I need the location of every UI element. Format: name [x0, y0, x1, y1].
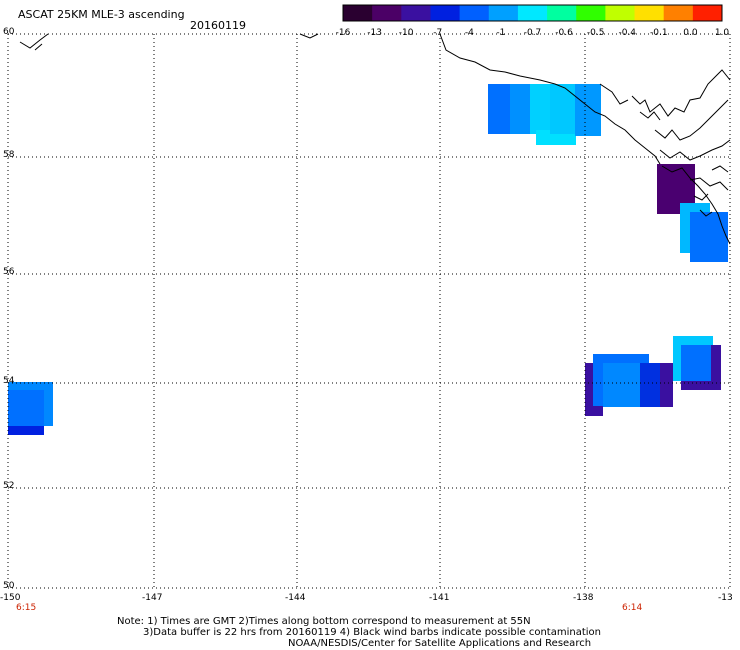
colorbar-label: -10	[398, 28, 414, 38]
colorbar-label: -4	[464, 28, 474, 38]
lat-label-56: 56	[3, 267, 15, 277]
colorbar-swatch	[547, 5, 577, 21]
colorbar-label: 0.0	[683, 28, 698, 38]
swath-southeast-alaska	[657, 164, 728, 262]
time-right: 6:14	[622, 603, 643, 613]
map-title: ASCAT 25KM MLE-3 ascending	[18, 8, 185, 21]
colorbar	[342, 4, 723, 22]
lon-label-150: -150	[0, 593, 21, 603]
colorbar-swatch	[576, 5, 606, 21]
colorbar-label: -0.1	[650, 28, 668, 38]
lat-label-54: 54	[3, 376, 15, 386]
lat-label-60: 60	[3, 27, 15, 37]
map-grid	[7, 33, 731, 589]
colorbar-swatch	[634, 5, 665, 21]
time-left: 6:15	[16, 603, 37, 613]
coastline	[19, 33, 731, 245]
swath-54n-east	[585, 336, 721, 416]
colorbar-label: -13	[367, 28, 382, 38]
colorbar-label: -0.6	[555, 28, 573, 38]
colorbar-label: -0.5	[586, 28, 605, 38]
lat-label-58: 58	[3, 150, 15, 160]
colorbar-swatch	[517, 5, 548, 21]
colorbar-swatch	[692, 5, 723, 21]
colorbar-swatch	[488, 5, 519, 21]
colorbar-border	[342, 4, 723, 22]
colorbar-swatch	[663, 5, 694, 21]
colorbar-label: -0.7	[523, 28, 542, 38]
lon-label-147: -147	[142, 593, 163, 603]
map-date: 20160119	[190, 19, 246, 32]
lon-label-141: -141	[429, 593, 450, 603]
colorbar-label: 1.0	[714, 28, 730, 38]
colorbar-swatch	[372, 5, 402, 21]
lon-label-144: -144	[285, 593, 306, 603]
colorbar-swatch	[459, 5, 490, 21]
lon-label-138: -138	[573, 593, 594, 603]
colorbar-swatch	[401, 5, 431, 21]
lon-label-135: -13	[718, 593, 733, 603]
lat-label-52: 52	[3, 481, 15, 491]
colorbar-swatch	[343, 5, 373, 21]
swath-54n-west	[8, 382, 53, 435]
colorbar-label: -1	[496, 28, 506, 38]
colorbar-label: -0.4	[618, 28, 637, 38]
colorbar-label: -16	[335, 28, 351, 38]
lat-label-50: 50	[3, 581, 15, 591]
colorbar-swatch	[605, 5, 636, 21]
colorbar-swatch	[430, 5, 461, 21]
swath-alaska-gulf	[488, 84, 601, 145]
note-line-1: Note: 1) Times are GMT 2)Times along bot…	[117, 616, 531, 627]
note-line-2: 3)Data buffer is 22 hrs from 20160119 4)…	[143, 627, 601, 638]
colorbar-label: -7	[433, 28, 443, 38]
note-line-3: NOAA/NESDIS/Center for Satellite Applica…	[288, 638, 592, 649]
